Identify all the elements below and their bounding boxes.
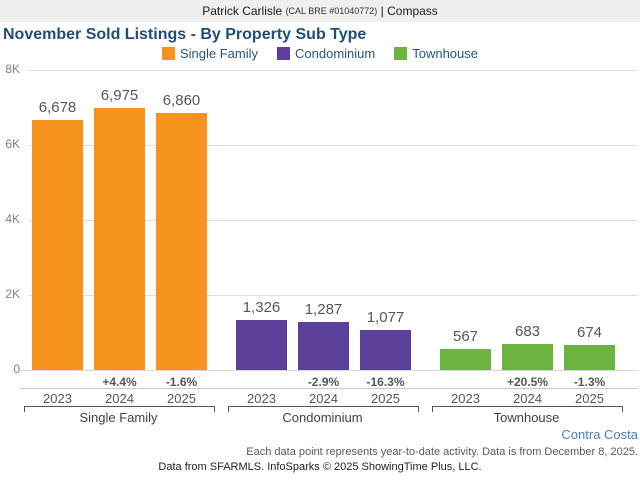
bar-single-family-2025 xyxy=(156,113,207,370)
group-label-condominium: Condominium xyxy=(282,410,363,425)
bar-townhouse-2023 xyxy=(440,349,491,370)
chart-legend: Single Family Condominium Townhouse xyxy=(0,45,640,61)
group-label-townhouse: Townhouse xyxy=(493,410,560,425)
year-label: 2024 xyxy=(105,391,134,406)
bar-townhouse-2024 xyxy=(502,344,553,370)
bar-value-label: 6,975 xyxy=(100,87,139,104)
pct-change-label: -16.3% xyxy=(366,375,405,389)
legend-swatch-icon xyxy=(161,46,175,60)
bar-single-family-2024 xyxy=(94,108,145,370)
x-axis-baseline xyxy=(20,370,638,371)
gridline-6K xyxy=(28,145,638,146)
gridline-2K xyxy=(28,295,638,296)
group-bracket xyxy=(432,406,623,412)
group-bracket xyxy=(24,406,215,412)
pct-change-label: -2.9% xyxy=(307,375,340,389)
year-label: 2025 xyxy=(575,391,604,406)
pct-change-label: +20.5% xyxy=(506,375,549,389)
legend-swatch-icon xyxy=(277,46,291,60)
legend-label: Condominium xyxy=(295,45,376,61)
legend-swatch-icon xyxy=(394,46,408,60)
year-label: 2024 xyxy=(309,391,338,406)
pct-change-label: -1.6% xyxy=(165,375,198,389)
brokerage-name: Compass xyxy=(387,4,438,18)
legend-label: Single Family xyxy=(179,45,259,61)
bar-value-label: 1,326 xyxy=(242,299,281,316)
bar-condominium-2025 xyxy=(360,330,411,370)
year-label: 2023 xyxy=(247,391,276,406)
gridline-4K xyxy=(28,220,638,221)
legend-item-townhouse: Townhouse xyxy=(394,46,478,61)
header-separator: | xyxy=(380,4,384,18)
bar-value-label: 674 xyxy=(576,324,603,341)
legend-item-single-family: Single Family xyxy=(161,45,259,61)
agent-license: (CAL BRE #01040772) xyxy=(285,6,378,16)
bar-condominium-2023 xyxy=(236,320,287,370)
group-bracket xyxy=(228,406,419,412)
y-axis-label-2K: 2K xyxy=(5,287,20,301)
legend-label: Townhouse xyxy=(412,45,478,61)
pct-row-separator xyxy=(20,388,638,389)
y-axis-label-6K: 6K xyxy=(5,137,20,151)
bar-single-family-2023 xyxy=(32,120,83,370)
agent-header-band: Patrick Carlisle (CAL BRE #01040772) | C… xyxy=(0,0,640,22)
footnote-text: Each data point represents year-to-date … xyxy=(246,446,638,458)
legend-item-condominium: Condominium xyxy=(277,46,375,61)
bar-condominium-2024 xyxy=(298,322,349,370)
bar-value-label: 683 xyxy=(514,323,541,340)
pct-change-label: -1.3% xyxy=(573,375,606,389)
region-label: Contra Costa xyxy=(561,427,638,442)
year-label: 2025 xyxy=(371,391,400,406)
chart-title: November Sold Listings - By Property Sub… xyxy=(3,26,367,43)
gridline-8K xyxy=(28,70,638,71)
year-label: 2025 xyxy=(167,391,196,406)
pct-change-label: +4.4% xyxy=(102,375,137,389)
year-label: 2024 xyxy=(513,391,542,406)
year-label: 2023 xyxy=(451,391,480,406)
bar-value-label: 6,860 xyxy=(162,92,201,109)
bar-value-label: 6,678 xyxy=(38,99,77,116)
bar-value-label: 1,077 xyxy=(366,309,405,326)
agent-name: Patrick Carlisle xyxy=(202,4,283,18)
bar-value-label: 1,287 xyxy=(304,301,343,318)
y-axis-label-4K: 4K xyxy=(5,212,20,226)
bar-townhouse-2025 xyxy=(564,345,615,370)
bar-value-label: 567 xyxy=(452,328,479,345)
y-axis-label-8K: 8K xyxy=(5,62,20,76)
year-label: 2023 xyxy=(43,391,72,406)
y-axis-label-0: 0 xyxy=(13,362,20,376)
group-label-single-family: Single Family xyxy=(79,410,158,425)
attribution-text: Data from SFARMLS. InfoSparks © 2025 Sho… xyxy=(158,461,482,473)
